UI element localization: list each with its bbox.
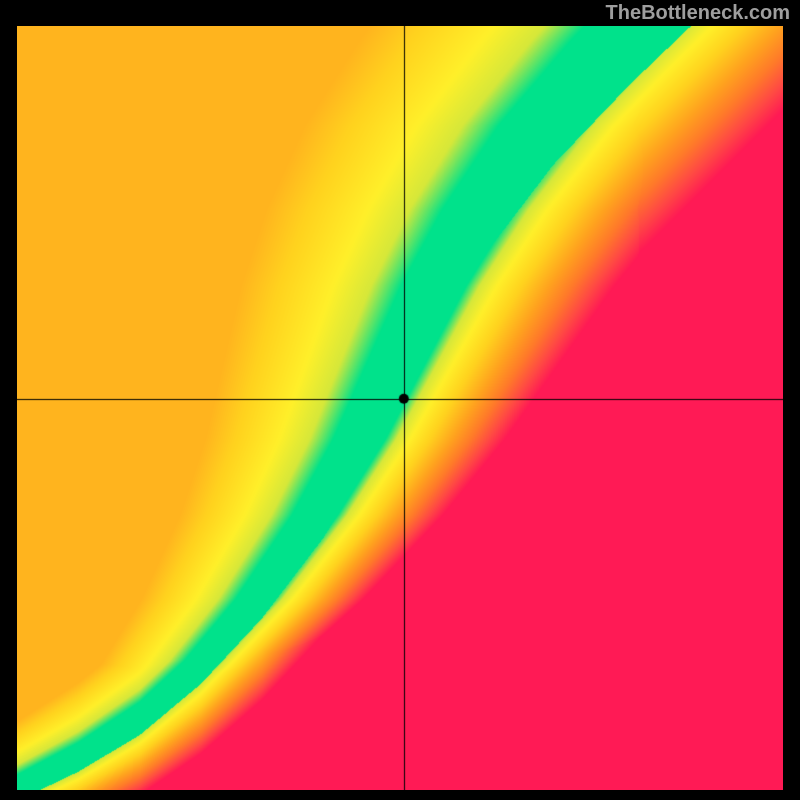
chart-container: TheBottleneck.com [0,0,800,800]
bottleneck-heatmap [17,26,783,790]
watermark-text: TheBottleneck.com [606,2,790,25]
